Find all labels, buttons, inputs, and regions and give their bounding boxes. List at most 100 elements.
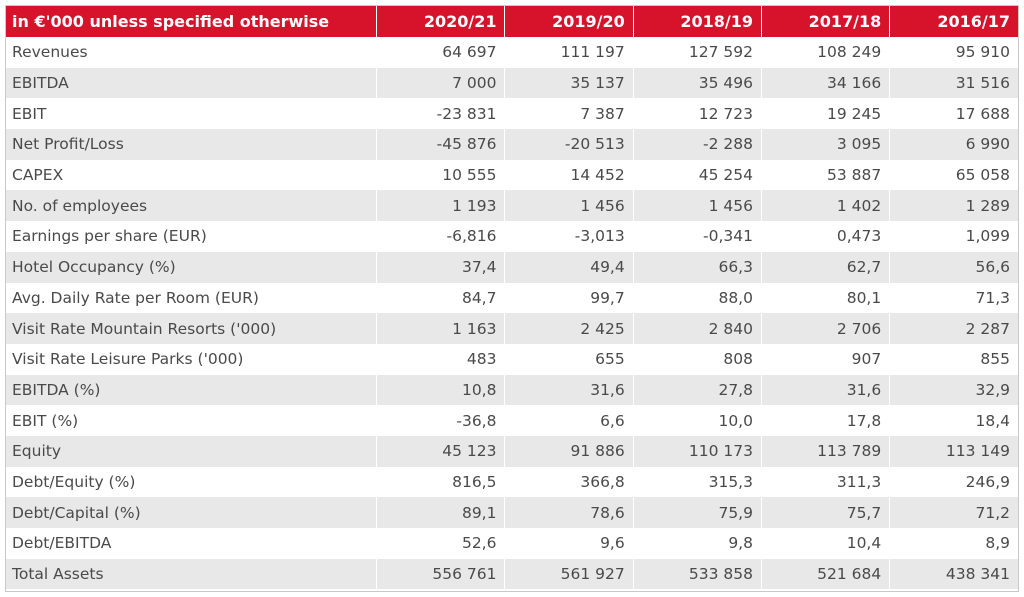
row-value: 14 452 — [504, 159, 634, 191]
row-value: -2 288 — [633, 129, 762, 160]
table-row: CAPEX 10 555 14 452 45 254 53 887 65 058 — [6, 159, 1018, 191]
row-value: 17 688 — [889, 98, 1018, 130]
row-value: -20 513 — [504, 129, 634, 160]
row-label: Earnings per share (EUR) — [6, 221, 378, 252]
table-row: Avg. Daily Rate per Room (EUR) 84,7 99,7 88… — [6, 282, 1018, 314]
header-year: 2020/21 — [376, 6, 506, 37]
row-label: No. of employees — [6, 190, 378, 222]
row-value: 1 456 — [633, 190, 762, 222]
table-row: Visit Rate Mountain Resorts ('000) 1 163 2… — [6, 313, 1018, 344]
row-value: 1 456 — [504, 190, 634, 222]
row-value: 34 166 — [761, 67, 891, 99]
row-value: 655 — [504, 343, 634, 375]
row-value: 45 123 — [376, 435, 506, 467]
row-value: 71,3 — [889, 282, 1018, 314]
table-row: Visit Rate Leisure Parks ('000) 483 655 808… — [6, 343, 1018, 375]
row-label: Avg. Daily Rate per Room (EUR) — [6, 282, 378, 314]
row-value: 366,8 — [504, 466, 634, 498]
row-label: Equity — [6, 435, 378, 467]
table-row: Hotel Occupancy (%) 37,4 49,4 66,3 62,7 56,6 — [6, 251, 1018, 283]
row-value: 561 927 — [504, 558, 634, 590]
row-value: 110 173 — [633, 435, 762, 467]
header-year: 2017/18 — [761, 6, 891, 37]
row-value: 2 706 — [761, 313, 891, 344]
row-value: 35 496 — [633, 67, 762, 99]
row-value: 37,4 — [376, 251, 506, 283]
row-value: 113 789 — [761, 435, 891, 467]
row-value: 808 — [633, 343, 762, 375]
row-label: EBITDA — [6, 67, 378, 99]
row-value: 31 516 — [889, 67, 1018, 99]
row-value: 91 886 — [504, 435, 634, 467]
row-value: 108 249 — [761, 37, 891, 68]
row-value: 483 — [376, 343, 506, 375]
row-value: 7 387 — [504, 98, 634, 130]
financial-summary-table: in €'000 unless specified otherwise 2020… — [6, 6, 1018, 590]
row-label: EBITDA (%) — [6, 374, 378, 406]
table-row: Equity 45 123 91 886 110 173 113 789 113 149 — [6, 435, 1018, 467]
row-label: Total Assets — [6, 558, 378, 590]
table-body: Revenues 64 697 111 197 127 592 108 249 95 91… — [6, 37, 1018, 590]
table-row: EBIT (%) -36,8 6,6 10,0 17,8 18,4 — [6, 405, 1018, 436]
row-value: 127 592 — [633, 37, 762, 68]
row-value: 907 — [761, 343, 891, 375]
row-value: 2 287 — [889, 313, 1018, 344]
row-value: 64 697 — [376, 37, 506, 68]
row-value: 9,6 — [504, 528, 634, 559]
row-value: -45 876 — [376, 129, 506, 160]
row-value: 80,1 — [761, 282, 891, 314]
row-value: -6,816 — [376, 221, 506, 252]
row-value: 315,3 — [633, 466, 762, 498]
row-value: 0,473 — [761, 221, 891, 252]
row-value: 10,8 — [376, 374, 506, 406]
row-value: 78,6 — [504, 497, 634, 528]
financial-summary-table-container: in €'000 unless specified otherwise 2020… — [5, 5, 1019, 592]
row-value: 84,7 — [376, 282, 506, 314]
row-value: 99,7 — [504, 282, 634, 314]
row-value: 12 723 — [633, 98, 762, 130]
row-value: 35 137 — [504, 67, 634, 99]
header-year: 2019/20 — [504, 6, 634, 37]
row-value: 556 761 — [376, 558, 506, 590]
row-value: 66,3 — [633, 251, 762, 283]
row-label: EBIT (%) — [6, 405, 378, 436]
row-label: Visit Rate Leisure Parks ('000) — [6, 343, 378, 375]
row-value: 113 149 — [889, 435, 1018, 467]
row-label: Visit Rate Mountain Resorts ('000) — [6, 313, 378, 344]
row-value: 855 — [889, 343, 1018, 375]
row-value: 56,6 — [889, 251, 1018, 283]
row-value: 88,0 — [633, 282, 762, 314]
row-value: 31,6 — [504, 374, 634, 406]
row-value: 52,6 — [376, 528, 506, 559]
row-value: 6,6 — [504, 405, 634, 436]
row-value: 10,4 — [761, 528, 891, 559]
table-row: EBITDA 7 000 35 137 35 496 34 166 31 516 — [6, 67, 1018, 99]
row-value: 2 425 — [504, 313, 634, 344]
table-row: Earnings per share (EUR) -6,816 -3,013 -0,3… — [6, 221, 1018, 252]
table-row: EBITDA (%) 10,8 31,6 27,8 31,6 32,9 — [6, 374, 1018, 406]
row-value: 49,4 — [504, 251, 634, 283]
row-value: 111 197 — [504, 37, 634, 68]
row-label: Revenues — [6, 37, 378, 68]
row-value: 9,8 — [633, 528, 762, 559]
row-label: Hotel Occupancy (%) — [6, 251, 378, 283]
table-row: EBIT -23 831 7 387 12 723 19 245 17 688 — [6, 98, 1018, 130]
row-value: 1 163 — [376, 313, 506, 344]
header-label: in €'000 unless specified otherwise — [6, 6, 378, 37]
row-value: -3,013 — [504, 221, 634, 252]
row-value: 1,099 — [889, 221, 1018, 252]
row-value: 533 858 — [633, 558, 762, 590]
row-label: Debt/Capital (%) — [6, 497, 378, 528]
row-label: CAPEX — [6, 159, 378, 191]
table-row: Debt/Capital (%) 89,1 78,6 75,9 75,7 71,2 — [6, 497, 1018, 528]
row-value: 27,8 — [633, 374, 762, 406]
row-label: Net Profit/Loss — [6, 129, 378, 160]
row-value: -0,341 — [633, 221, 762, 252]
row-value: 6 990 — [889, 129, 1018, 160]
row-value: -36,8 — [376, 405, 506, 436]
row-value: 75,7 — [761, 497, 891, 528]
row-value: 62,7 — [761, 251, 891, 283]
row-value: 53 887 — [761, 159, 891, 191]
row-value: 3 095 — [761, 129, 891, 160]
row-value: 71,2 — [889, 497, 1018, 528]
